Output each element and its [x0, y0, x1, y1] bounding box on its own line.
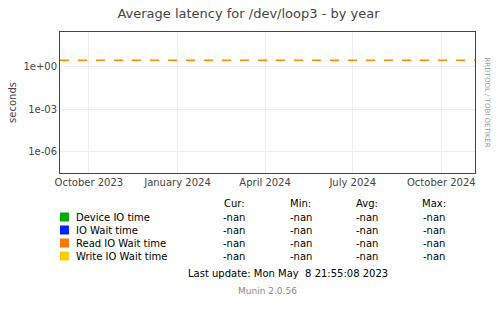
svg-text:Last update: Mon May 8 21:55:: Last update: Mon May 8 21:55:08 2023 — [188, 268, 388, 279]
svg-text:IO Wait time: IO Wait time — [76, 225, 138, 236]
svg-text:-nan: -nan — [356, 238, 378, 249]
svg-text:-nan: -nan — [423, 251, 445, 262]
svg-text:-nan: -nan — [223, 251, 245, 262]
svg-text:Max:: Max: — [422, 198, 446, 209]
svg-text:April 2024: April 2024 — [239, 177, 290, 188]
svg-text:July 2024: July 2024 — [328, 177, 376, 188]
svg-text:Device IO time: Device IO time — [76, 212, 150, 223]
svg-text:Cur:: Cur: — [224, 198, 245, 209]
svg-text:Read IO Wait time: Read IO Wait time — [76, 238, 166, 249]
svg-text:-nan: -nan — [290, 225, 312, 236]
svg-text:1e+00: 1e+00 — [23, 61, 57, 72]
svg-text:Average latency for /dev/loop3: Average latency for /dev/loop3 - by year — [117, 6, 380, 21]
svg-text:October 2023: October 2023 — [55, 177, 124, 188]
svg-text:-nan: -nan — [356, 251, 378, 262]
svg-text:RRDTOOL / TOBI OETIKER: RRDTOOL / TOBI OETIKER — [483, 58, 491, 148]
svg-text:-nan: -nan — [223, 212, 245, 223]
svg-text:-nan: -nan — [223, 225, 245, 236]
svg-text:1e-06: 1e-06 — [28, 146, 57, 157]
svg-text:-nan: -nan — [356, 212, 378, 223]
svg-text:-nan: -nan — [356, 225, 378, 236]
svg-text:January 2024: January 2024 — [143, 177, 211, 188]
svg-text:October 2024: October 2024 — [407, 177, 476, 188]
svg-text:-nan: -nan — [423, 225, 445, 236]
svg-text:Min:: Min: — [290, 198, 311, 209]
svg-text:-nan: -nan — [290, 212, 312, 223]
svg-text:Munin 2.0.56: Munin 2.0.56 — [238, 286, 297, 296]
svg-text:Avg:: Avg: — [356, 198, 378, 209]
svg-text:-nan: -nan — [423, 212, 445, 223]
svg-text:Write IO Wait time: Write IO Wait time — [76, 251, 167, 262]
svg-text:-nan: -nan — [423, 238, 445, 249]
svg-text:-nan: -nan — [223, 238, 245, 249]
svg-text:1e-03: 1e-03 — [28, 104, 57, 115]
svg-text:seconds: seconds — [7, 82, 18, 123]
svg-text:-nan: -nan — [290, 238, 312, 249]
svg-text:-nan: -nan — [290, 251, 312, 262]
